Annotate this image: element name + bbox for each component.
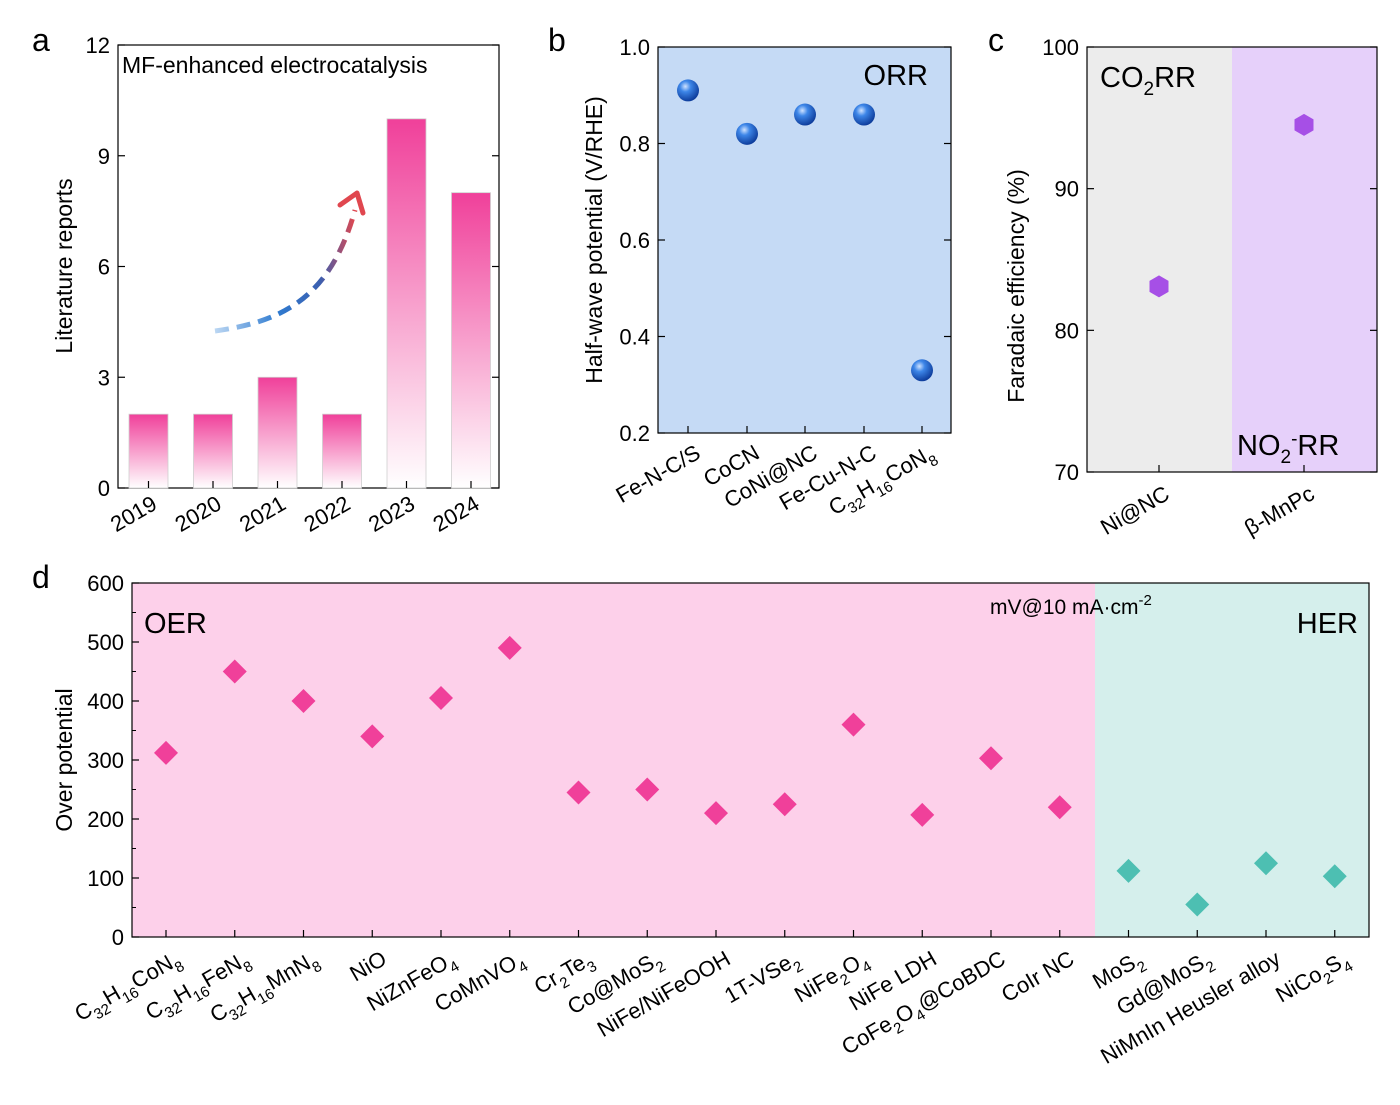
bar-2023 bbox=[386, 118, 427, 489]
panel-b-region-label: ORR bbox=[864, 60, 928, 92]
panel-b-ylabel: Half-wave potential (V/RHE) bbox=[581, 96, 607, 384]
panel-a-ytick-label: 9 bbox=[98, 144, 110, 169]
panel-c-region-1-label: CO2RR bbox=[1100, 62, 1196, 100]
trend-arrow bbox=[214, 190, 366, 334]
panel-a-title: MF-enhanced electrocatalysis bbox=[122, 52, 428, 78]
panel-d-region-1-bg bbox=[132, 583, 1095, 937]
panel-a-ytick-label: 12 bbox=[86, 33, 110, 58]
panel-a-ytick-label: 0 bbox=[98, 476, 110, 501]
panel-d-region-1-label: OER bbox=[144, 608, 207, 640]
panel-b-ytick-label: 0.2 bbox=[619, 421, 650, 446]
point-MoS2 bbox=[1116, 858, 1141, 883]
point-NiZnFeO4 bbox=[429, 686, 453, 711]
point-Cr2Te3 bbox=[566, 780, 591, 805]
panel-b-label: b bbox=[548, 22, 566, 58]
bar-2021 bbox=[257, 376, 298, 489]
point-Gd@MoS2 bbox=[1185, 892, 1210, 917]
point-NiFe2O4 bbox=[841, 712, 866, 737]
panel-c-ylabel: Faradaic efficiency (%) bbox=[1003, 169, 1029, 403]
panel-d-ytick-label: 200 bbox=[87, 807, 124, 832]
panel-a-ytick-label: 6 bbox=[98, 255, 110, 280]
panel-a-xtick-label: 2022 bbox=[300, 491, 355, 537]
point-CoIr NC bbox=[1047, 795, 1072, 820]
point-Co@MoS2 bbox=[635, 777, 660, 802]
point-C32H16FeN8 bbox=[222, 659, 247, 684]
point-Ni@NC bbox=[1149, 275, 1169, 298]
panel-a-xtick-label: 2023 bbox=[364, 491, 419, 537]
panel-a-ytick-label: 3 bbox=[98, 365, 110, 390]
panel-a-xtick-label: 2021 bbox=[235, 491, 290, 537]
panel-a-xtick-label: 2024 bbox=[429, 491, 484, 537]
panel-c-ytick-label: 80 bbox=[1055, 318, 1079, 343]
panel-d-ytick-label: 600 bbox=[87, 571, 124, 596]
panel-a-frame bbox=[117, 44, 500, 489]
point-Fe-N-C/S bbox=[677, 79, 699, 102]
point-NiFe LDH bbox=[910, 802, 935, 827]
point-NiMnIn Heusler alloy bbox=[1254, 851, 1278, 876]
panel-a-xtick-label: 2020 bbox=[171, 491, 226, 537]
bar-2022 bbox=[322, 413, 362, 489]
panel-c-ytick-label: 90 bbox=[1055, 177, 1079, 202]
panel-d-xtick-label: 1T-VSe2 bbox=[720, 946, 806, 1014]
panel-d-ytick-label: 100 bbox=[87, 866, 124, 891]
panel-d-xtick-label: NiO bbox=[345, 946, 390, 987]
panel-b-ytick-label: 0.8 bbox=[619, 132, 650, 157]
point-CoMnVO4 bbox=[497, 635, 522, 660]
point-β-MnPc bbox=[1294, 113, 1314, 136]
panel-a-xtick-label: 2019 bbox=[106, 491, 161, 537]
point-C32H16CoN8 bbox=[911, 359, 933, 382]
bar-2019 bbox=[128, 413, 169, 489]
panel-d-ytick-label: 300 bbox=[87, 748, 124, 773]
bar-2020 bbox=[193, 413, 233, 489]
panel-d-xtick-label: NiCo2S4 bbox=[1271, 946, 1356, 1013]
panel-d-label: d bbox=[32, 559, 50, 595]
panel-c-label: c bbox=[988, 22, 1004, 58]
panel-d-xtick-label: CoMnVO4 bbox=[430, 946, 531, 1022]
panel-c-ytick-label: 70 bbox=[1055, 460, 1079, 485]
panel-c-region-2-bg bbox=[1232, 47, 1377, 472]
panel-a-label: a bbox=[32, 22, 50, 58]
panel-b-ytick-label: 0.4 bbox=[619, 325, 650, 350]
point-NiCo2S4 bbox=[1322, 864, 1347, 889]
panel-d-region-2-label: HER bbox=[1297, 608, 1358, 640]
point-NiO bbox=[360, 724, 385, 749]
point-CoCN bbox=[736, 122, 758, 145]
panel-d-ylabel: Over potential bbox=[51, 688, 77, 831]
panel-d-ytick-label: 0 bbox=[112, 925, 124, 950]
panel-c-xtick-label: β-MnPc bbox=[1240, 481, 1319, 541]
panel-b-ytick-label: 1.0 bbox=[619, 35, 650, 60]
panel-b-ytick-label: 0.6 bbox=[619, 228, 650, 253]
panel-c-ytick-label: 100 bbox=[1042, 35, 1079, 60]
point-CoNi@NC bbox=[794, 103, 816, 126]
point-C32H16MnN8 bbox=[291, 689, 316, 713]
panel-d-ytick-label: 400 bbox=[87, 689, 124, 714]
point-C32H16CoN8 bbox=[154, 740, 178, 765]
point-1T-VSe2 bbox=[772, 792, 797, 817]
panel-d-region-2-bg bbox=[1095, 583, 1369, 937]
point-NiFe/NiFeOOH bbox=[704, 801, 728, 826]
panel-c-frame bbox=[1086, 46, 1378, 473]
panel-d-ytick-label: 500 bbox=[87, 630, 124, 655]
panel-c-region-1-bg bbox=[1087, 47, 1232, 472]
point-Fe-Cu-N-C bbox=[853, 103, 875, 126]
bar-2024 bbox=[451, 192, 491, 489]
point-CoFe2O4@CoBDC bbox=[979, 746, 1003, 771]
panel-a-bar-chart: a 0 3 6 9 12 2019 2020 2021 2022 2023 2024 MF-enh… bbox=[32, 22, 500, 537]
panel-d-xtick-label: CoIr NC bbox=[997, 946, 1078, 1007]
panel-a-ylabel: Literature reports bbox=[51, 178, 77, 353]
panel-b-scatter-chart: b 0.20.40.60.81.0 Fe-N-C/SCoCNCoNi@NCFe-… bbox=[548, 22, 952, 520]
panel-c-xtick-label: Ni@NC bbox=[1096, 481, 1173, 540]
panel-b-xtick-label: Fe-N-C/S bbox=[612, 440, 705, 508]
panel-d-unit-note: mV@10 mA·cm-2 bbox=[990, 592, 1152, 619]
